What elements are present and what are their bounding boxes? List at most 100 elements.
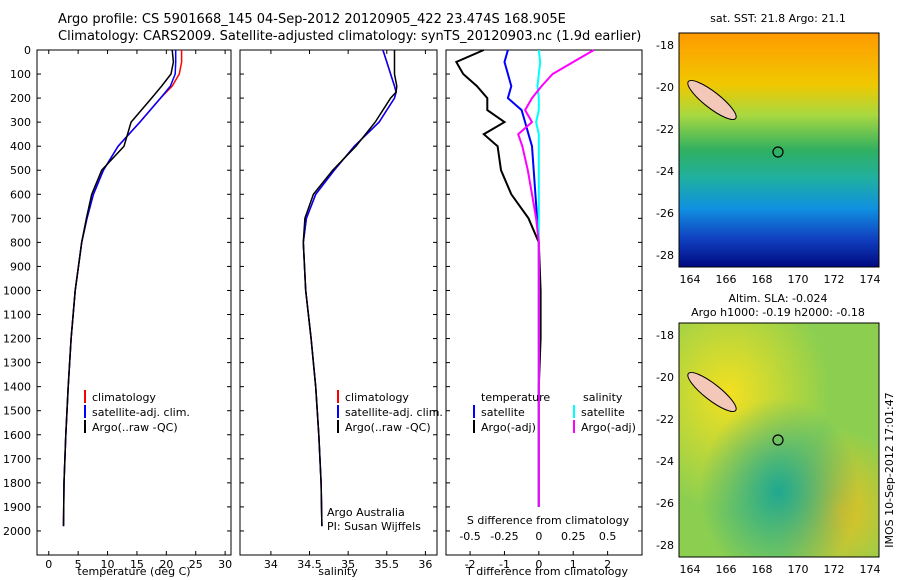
lat-tick-label: -28 bbox=[656, 249, 674, 262]
legend-argo: Argo(..raw -QC) bbox=[345, 421, 431, 434]
credit-pi: PI: Susan Wijffels bbox=[327, 520, 421, 533]
temp-argo-line bbox=[62, 49, 175, 527]
lat-tick-label: -18 bbox=[656, 329, 674, 342]
sla-map-title2: Argo h1000: -0.19 h2000: -0.18 bbox=[691, 306, 865, 319]
x-tick-label: 34.5 bbox=[297, 558, 322, 571]
depth-tick-label: 1000 bbox=[3, 284, 31, 297]
depth-tick-label: 400 bbox=[10, 140, 31, 153]
lat-tick-label: -24 bbox=[656, 165, 674, 178]
x-tick-label: 25 bbox=[189, 558, 203, 571]
panel2-xticks: 34 34.5 35 35.5 36 bbox=[264, 50, 432, 571]
legend-salinity-title: salinity bbox=[583, 391, 623, 404]
depth-tick-label: 0 bbox=[24, 44, 31, 57]
lat-tick-label: -20 bbox=[656, 81, 674, 94]
difference-profile-lines bbox=[454, 49, 595, 507]
x-tick-label: 30 bbox=[218, 558, 232, 571]
panel3-frame bbox=[445, 49, 643, 556]
legend-climatology: climatology bbox=[345, 391, 409, 404]
temp-climatology-line bbox=[62, 50, 183, 527]
legend-satellite: satellite-adj. clim. bbox=[92, 406, 190, 419]
sla-map bbox=[678, 322, 880, 558]
depth-tick-label: 100 bbox=[10, 68, 31, 81]
sal-satellite-line bbox=[302, 49, 397, 527]
x-tick-label: 0 bbox=[45, 558, 52, 571]
panel1-xticks: 0 5 10 15 20 25 30 bbox=[45, 50, 232, 571]
t-diff-tick-label: 0 bbox=[535, 558, 542, 571]
legend-argo: Argo(..raw -QC) bbox=[92, 421, 178, 434]
sst-map-ticks: 164 166 168 170 172 174 -18 -20 -22 -24 -26 -28 bbox=[656, 39, 880, 286]
s-diff-tick-label: 0.25 bbox=[561, 530, 586, 543]
t-diff-satellite-line bbox=[503, 49, 540, 507]
sst-map-frame bbox=[678, 32, 880, 268]
x-tick-label: 36 bbox=[418, 558, 432, 571]
temperature-profile-lines bbox=[62, 49, 183, 527]
lat-tick-label: -26 bbox=[656, 207, 674, 220]
argo-float-marker bbox=[772, 146, 784, 158]
sst-map-title: sat. SST: 21.8 Argo: 21.1 bbox=[710, 12, 846, 25]
depth-tick-label: 200 bbox=[10, 92, 31, 105]
lon-tick-label: 164 bbox=[680, 273, 701, 286]
lat-tick-label: -22 bbox=[656, 123, 674, 136]
sla-map-frame bbox=[678, 322, 880, 558]
t-diff-tick-label: 2 bbox=[604, 558, 611, 571]
depth-tick-label: 1200 bbox=[3, 333, 31, 346]
credit-argo-australia: Argo Australia bbox=[327, 506, 405, 519]
x-tick-label: 35.5 bbox=[375, 558, 400, 571]
lat-tick-label: -22 bbox=[656, 413, 674, 426]
s-diff-tick-label: -0.25 bbox=[490, 530, 518, 543]
depth-tick-label: 1800 bbox=[3, 477, 31, 490]
lat-tick-label: -24 bbox=[656, 455, 674, 468]
legend-satellite: satellite-adj. clim. bbox=[345, 406, 443, 419]
lon-tick-label: 166 bbox=[716, 563, 737, 576]
panel3-legend: temperature satellite Argo(-adj) salinit… bbox=[473, 391, 636, 434]
panel1-frame bbox=[36, 49, 232, 556]
depth-tick-label: 800 bbox=[10, 236, 31, 249]
sla-map-title1: Altim. SLA: -0.024 bbox=[728, 292, 827, 305]
legend-s-argo: Argo(-adj) bbox=[581, 421, 636, 434]
depth-tick-label: 1300 bbox=[3, 357, 31, 370]
lat-tick-label: -20 bbox=[656, 371, 674, 384]
plot-title-line2: Climatology: CARS2009. Satellite-adjuste… bbox=[58, 29, 642, 44]
legend-temperature-title: temperature bbox=[481, 391, 550, 404]
panel3-xticks: -2 -1 0 1 2 -0.5 -0.25 0 0.25 0.5 bbox=[459, 530, 616, 571]
x-tick-label: 5 bbox=[75, 558, 82, 571]
lat-tick-label: -28 bbox=[656, 539, 674, 552]
depth-tick-label: 500 bbox=[10, 164, 31, 177]
panel3-xlabel-top: S difference from climatology bbox=[467, 514, 630, 527]
sst-map bbox=[678, 32, 880, 268]
depth-tick-label: 700 bbox=[10, 212, 31, 225]
lon-tick-label: 164 bbox=[680, 563, 701, 576]
imos-timestamp: IMOS 10-Sep-2012 17:01:47 bbox=[883, 392, 896, 547]
panel2-frame bbox=[239, 49, 438, 556]
t-diff-argo-line bbox=[454, 49, 542, 507]
s-diff-tick-label: 0 bbox=[535, 530, 542, 543]
depth-tick-label: 1400 bbox=[3, 381, 31, 394]
plot-title-line1: Argo profile: CS 5901668_145 04-Sep-2012… bbox=[58, 12, 566, 27]
depth-tick-label: 1600 bbox=[3, 429, 31, 442]
depth-tick-label: 1700 bbox=[3, 453, 31, 466]
depth-tick-label: 1500 bbox=[3, 405, 31, 418]
legend-s-satellite: satellite bbox=[581, 406, 625, 419]
sst-map-field bbox=[679, 33, 879, 267]
x-tick-label: 15 bbox=[130, 558, 144, 571]
lon-tick-label: 170 bbox=[788, 273, 809, 286]
t-diff-tick-label: -1 bbox=[499, 558, 510, 571]
legend-t-argo: Argo(-adj) bbox=[481, 421, 536, 434]
s-diff-argo-line bbox=[517, 49, 595, 507]
x-tick-label: 34 bbox=[264, 558, 278, 571]
sla-map-ticks: 164 166 168 170 172 174 -18 -20 -22 -24 -26 -28 bbox=[656, 329, 880, 576]
sal-climatology-line bbox=[302, 49, 397, 527]
new-caledonia-island bbox=[687, 79, 737, 121]
depth-tick-label: 300 bbox=[10, 116, 31, 129]
lon-tick-label: 166 bbox=[716, 273, 737, 286]
lon-tick-label: 172 bbox=[824, 273, 845, 286]
panel2-xlabel: salinity bbox=[318, 565, 358, 578]
lon-tick-label: 172 bbox=[824, 563, 845, 576]
salinity-profile-lines bbox=[302, 49, 398, 527]
x-tick-label: 20 bbox=[159, 558, 173, 571]
lon-tick-label: 174 bbox=[860, 273, 881, 286]
x-tick-label: 10 bbox=[101, 558, 115, 571]
legend-t-satellite: satellite bbox=[481, 406, 525, 419]
x-tick-label: 35 bbox=[341, 558, 355, 571]
